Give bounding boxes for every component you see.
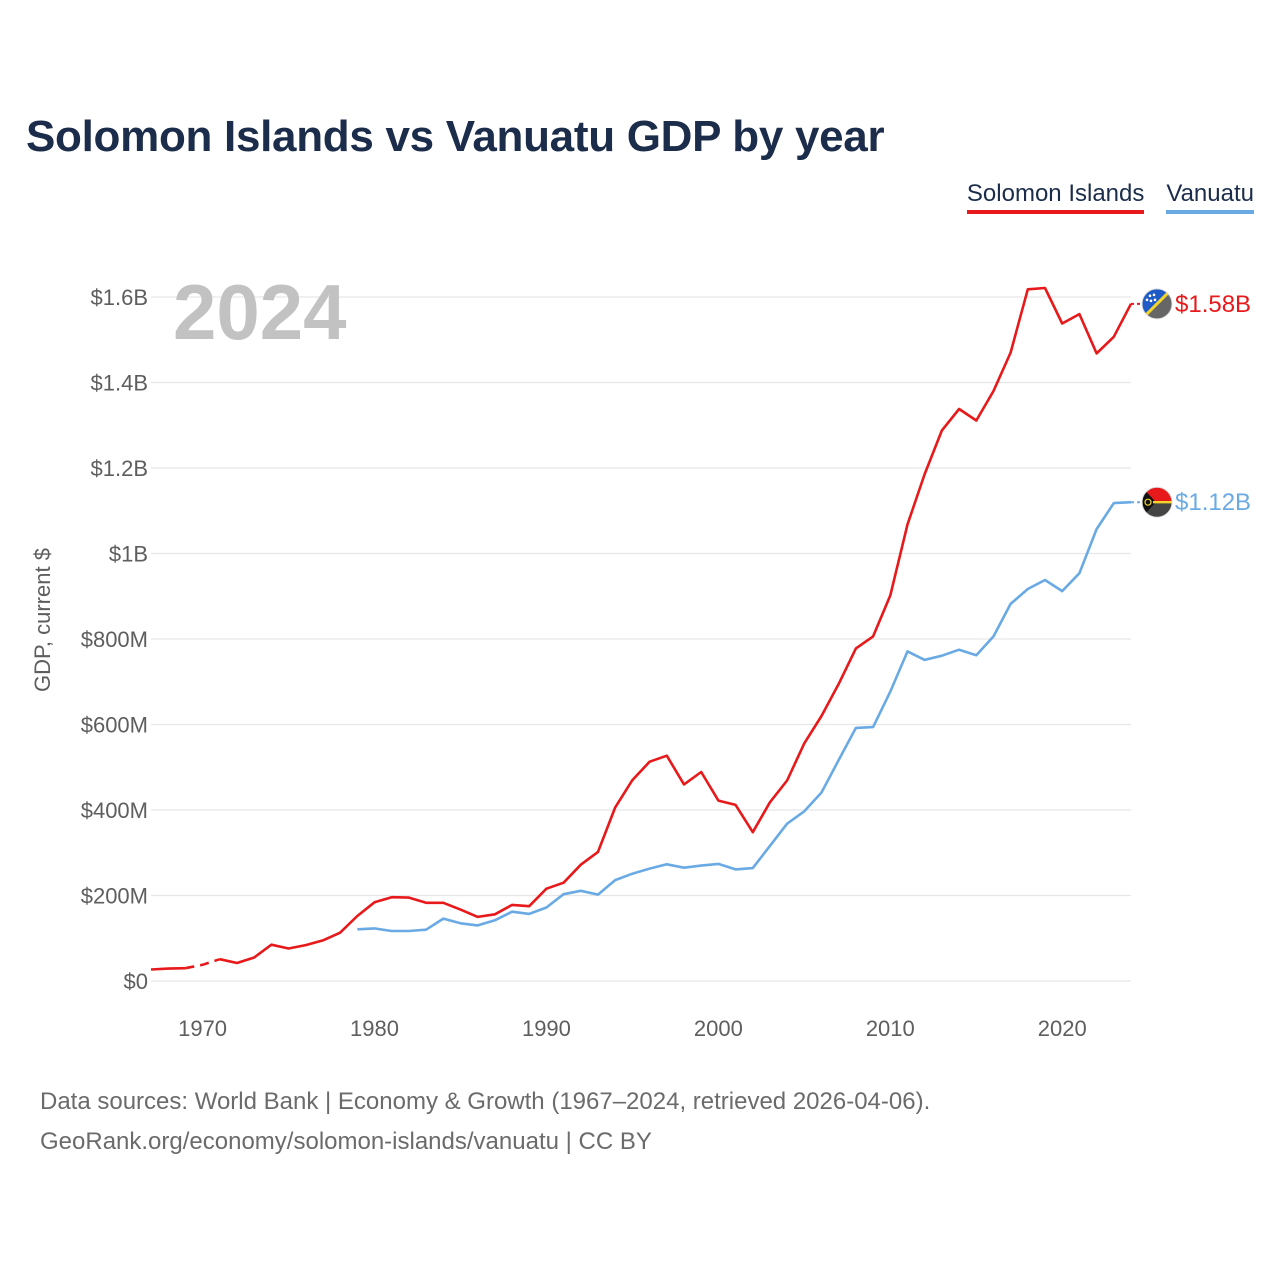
x-tick-label: 2010 xyxy=(866,1016,915,1041)
y-tick-label: $0 xyxy=(124,969,148,994)
y-tick-label: $600M xyxy=(81,713,148,738)
y-tick-label: $800M xyxy=(81,627,148,652)
x-tick-label: 1990 xyxy=(522,1016,571,1041)
legend: Solomon Islands Vanuatu xyxy=(966,180,1254,214)
x-tick-label: 1970 xyxy=(178,1016,227,1041)
legend-item-vanuatu[interactable]: Vanuatu xyxy=(1166,180,1254,214)
x-tick-label: 2020 xyxy=(1038,1016,1087,1041)
y-tick-label: $1.4B xyxy=(91,371,149,396)
y-tick-label: $1B xyxy=(109,542,148,567)
x-tick-label: 2000 xyxy=(694,1016,743,1041)
solomon-islands-line-early xyxy=(150,966,186,971)
y-tick-label: $200M xyxy=(81,884,148,909)
y-tick-label: $400M xyxy=(81,798,148,823)
y-axis-ticks: $0 $200M $400M $600M $800M $1B $1.2B $1.4B $1.6B xyxy=(81,285,148,994)
legend-item-solomon-islands[interactable]: Solomon Islands xyxy=(966,180,1145,214)
footer-link[interactable]: GeoRank.org/economy/solomon-islands/vanu… xyxy=(40,1128,652,1155)
vanuatu-end-label: $1.12B xyxy=(1175,489,1251,516)
y-tick-label: $1.2B xyxy=(91,456,149,481)
solomon-islands-line-dashed xyxy=(185,957,221,970)
vanuatu-flag-icon xyxy=(1141,486,1173,518)
series-lines xyxy=(150,286,1133,971)
solomon-islands-end-label: $1.58B xyxy=(1175,291,1251,318)
x-axis-ticks: 1970 1980 1990 2000 2010 2020 xyxy=(178,1016,1087,1041)
vanuatu-line xyxy=(357,500,1132,933)
solomon-islands-line xyxy=(219,286,1133,965)
chart-title: Solomon Islands vs Vanuatu GDP by year xyxy=(26,112,885,161)
end-markers: $1.58B $1.12B xyxy=(1131,288,1251,518)
y-tick-label: $1.6B xyxy=(91,285,149,310)
footer-source: Data sources: World Bank | Economy & Gro… xyxy=(40,1088,931,1115)
x-tick-label: 1980 xyxy=(350,1016,399,1041)
grid-lines xyxy=(151,296,1131,982)
line-chart: $0 $200M $400M $600M $800M $1B $1.2B $1.4B $1.6B… xyxy=(30,268,1251,1041)
solomon-islands-flag-icon xyxy=(1141,288,1173,320)
year-label: 2024 xyxy=(173,268,347,356)
footer: Data sources: World Bank | Economy & Gro… xyxy=(40,1082,930,1162)
y-axis-label: GDP, current $ xyxy=(30,548,55,692)
